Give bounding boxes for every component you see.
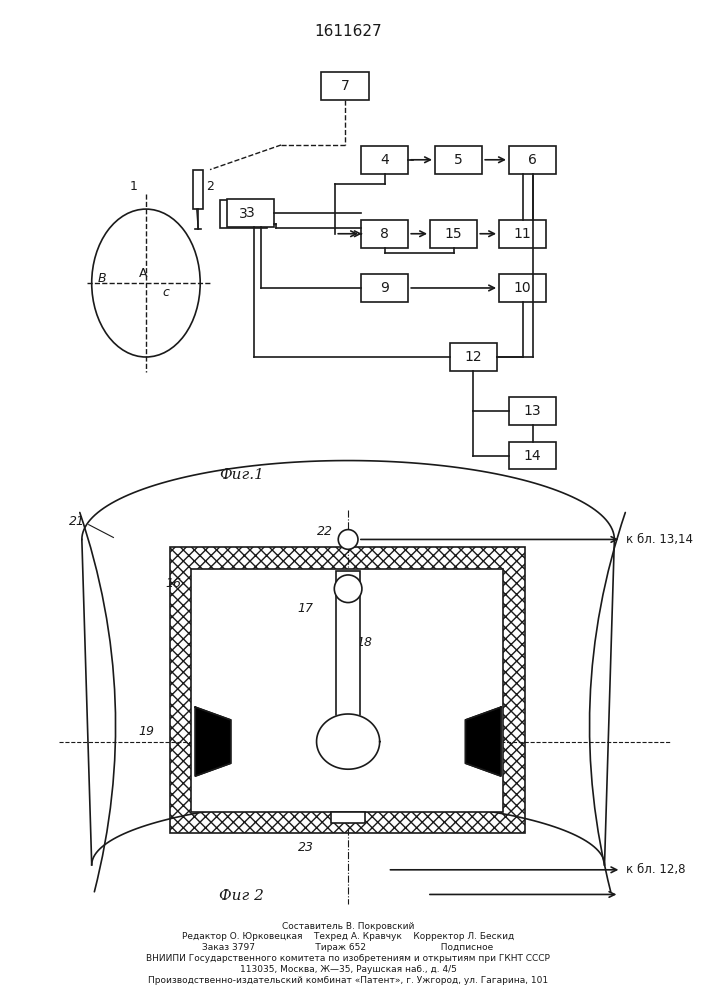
Text: 4: 4: [380, 153, 389, 167]
Bar: [509, 397, 556, 425]
Text: 19: 19: [211, 725, 227, 738]
Text: 8: 8: [380, 227, 389, 241]
Polygon shape: [195, 707, 230, 776]
Text: 1: 1: [129, 180, 137, 193]
Bar: [361, 274, 408, 302]
Text: 1611627: 1611627: [315, 24, 382, 39]
Ellipse shape: [92, 209, 200, 357]
Text: 21: 21: [69, 515, 85, 528]
Bar: [430, 220, 477, 248]
Text: 17: 17: [298, 602, 314, 615]
Text: 13: 13: [524, 404, 542, 418]
Text: 3: 3: [239, 207, 248, 221]
Bar: [361, 220, 408, 248]
Text: A: A: [139, 267, 147, 280]
Text: ВНИИПИ Государственного комитета по изобретениям и открытиям при ГКНТ СССР: ВНИИПИ Государственного комитета по изоб…: [146, 954, 550, 963]
Polygon shape: [465, 707, 501, 776]
Text: 3: 3: [246, 206, 255, 220]
Text: к бл. 12,8: к бл. 12,8: [626, 863, 686, 876]
Text: B: B: [98, 272, 106, 285]
Text: c: c: [162, 286, 169, 299]
Text: 18: 18: [357, 636, 373, 649]
Text: Производственно-издательский комбинат «Патент», г. Ужгород, ул. Гагарина, 101: Производственно-издательский комбинат «П…: [148, 976, 548, 985]
Circle shape: [334, 575, 362, 603]
Bar: [322, 72, 369, 100]
Circle shape: [338, 530, 358, 549]
Text: 7: 7: [341, 79, 349, 93]
Bar: [332, 812, 365, 823]
Bar: [193, 170, 203, 209]
Text: 2: 2: [206, 180, 214, 193]
Text: Редактор О. Юрковецкая    Техред А. Кравчук    Корректор Л. Бескид: Редактор О. Юрковецкая Техред А. Кравчук…: [182, 932, 514, 941]
Bar: [450, 343, 497, 371]
Bar: [227, 199, 274, 227]
Text: 9: 9: [380, 281, 389, 295]
Text: 23: 23: [298, 841, 314, 854]
Text: 15: 15: [445, 227, 462, 241]
Text: 11: 11: [514, 227, 532, 241]
Text: к бл. 13,14: к бл. 13,14: [626, 533, 693, 546]
Text: 22: 22: [317, 525, 334, 538]
Text: 5: 5: [454, 153, 463, 167]
Bar: [337, 571, 360, 722]
Bar: [361, 146, 408, 174]
Text: 14: 14: [524, 449, 542, 463]
Text: 20: 20: [342, 725, 358, 738]
Text: 10: 10: [514, 281, 532, 295]
Text: Составитель В. Покровский: Составитель В. Покровский: [282, 922, 414, 931]
Bar: [170, 547, 525, 833]
Bar: [499, 274, 547, 302]
Text: 19: 19: [138, 725, 154, 738]
Bar: [499, 220, 547, 248]
Text: 12: 12: [464, 350, 482, 364]
Bar: [192, 569, 503, 812]
Text: Заказ 3797                     Тираж 652                          Подписное: Заказ 3797 Тираж 652 Подписное: [202, 943, 493, 952]
Text: 113035, Москва, Ж—35, Раушская наб., д. 4/5: 113035, Москва, Ж—35, Раушская наб., д. …: [240, 965, 457, 974]
Text: Фиг.1: Фиг.1: [219, 468, 264, 482]
Text: 6: 6: [528, 153, 537, 167]
Bar: [220, 200, 267, 228]
Bar: [435, 146, 482, 174]
Text: Фиг 2: Фиг 2: [219, 889, 264, 903]
Text: 16: 16: [165, 577, 182, 590]
Bar: [509, 442, 556, 469]
Bar: [509, 146, 556, 174]
Polygon shape: [317, 714, 380, 769]
